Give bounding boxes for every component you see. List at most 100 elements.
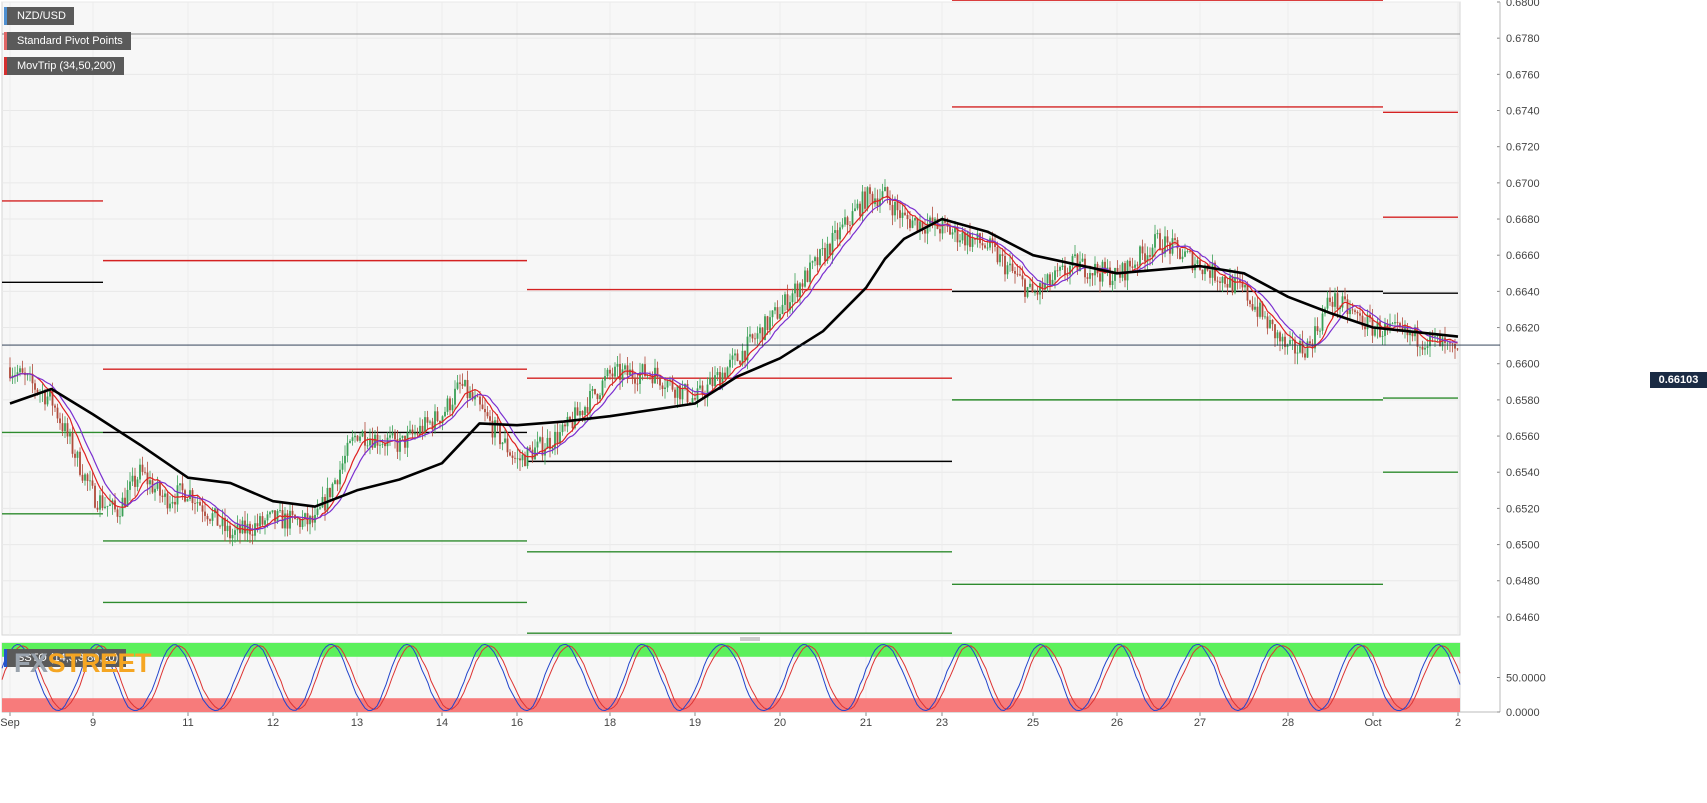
legend-stoch[interactable]: SSTO (14,3,3,80,20) [4, 649, 127, 667]
candle-body [476, 396, 479, 398]
candle-body [46, 396, 49, 405]
candle-body [1286, 344, 1289, 348]
candle-body [211, 513, 214, 521]
main-plot-area [1, 1, 1461, 636]
candle-body [66, 423, 69, 437]
candle-body [1254, 306, 1256, 310]
candle-body [931, 217, 934, 226]
candle-body [806, 270, 809, 282]
candle-body [231, 534, 234, 539]
candle-body [659, 377, 661, 386]
candle-body [486, 412, 489, 417]
candle-body [246, 523, 249, 534]
candle-body [1261, 302, 1264, 317]
candle-body [464, 380, 466, 386]
candle-body [129, 481, 131, 490]
x-tick-label: 9 [90, 717, 96, 729]
candle-body [1146, 255, 1149, 262]
candle-body [181, 483, 184, 491]
candle-body [866, 187, 869, 209]
candle-body [1209, 270, 1211, 278]
legend-pivots[interactable]: Standard Pivot Points [4, 32, 131, 50]
candle-body [986, 247, 989, 249]
candle-body [119, 516, 121, 518]
candle-body [144, 471, 146, 473]
candle-body [174, 501, 176, 505]
candle-body [799, 283, 801, 298]
candle-body [1351, 309, 1354, 311]
candle-body [199, 502, 201, 506]
candle-body [601, 380, 604, 396]
candle-body [244, 520, 246, 534]
candle-body [1104, 261, 1106, 272]
candle-body [1296, 352, 1299, 354]
candle-body [676, 385, 679, 398]
candle-body [686, 383, 689, 403]
candle-body [1134, 264, 1136, 268]
candle-body [751, 334, 754, 339]
candle-body [856, 203, 859, 209]
candle-body [999, 254, 1001, 263]
candle-body [591, 388, 594, 391]
candle-body [49, 389, 51, 397]
legend-symbol[interactable]: NZD/USD [4, 7, 74, 25]
candle-body [821, 248, 824, 250]
candle-body [966, 232, 969, 246]
candle-body [216, 508, 219, 526]
stoch-lower-band [2, 698, 1460, 712]
candle-body [471, 392, 474, 400]
candle-body [854, 208, 856, 212]
candle-body [209, 519, 211, 521]
candle-body [489, 416, 491, 421]
candle-body [969, 232, 971, 247]
candle-body [1139, 246, 1141, 266]
candle-body [521, 454, 524, 461]
y-tick-label: 0.6760 [1506, 69, 1540, 81]
candle-body [14, 374, 16, 376]
candle-body [184, 490, 186, 502]
candle-body [951, 232, 954, 235]
candle-body [449, 398, 451, 411]
candle-body [1241, 281, 1244, 288]
candle-body [721, 372, 724, 386]
candle-body [1001, 254, 1004, 257]
candle-body [1401, 326, 1404, 331]
candle-body [1374, 329, 1376, 336]
candle-body [1316, 326, 1319, 332]
candle-body [834, 230, 836, 233]
y-tick-label: 0.6560 [1506, 431, 1540, 443]
legend-ma[interactable]: MovTrip (34,50,200) [4, 57, 124, 75]
candle-body [1341, 296, 1344, 308]
candle-body [1216, 280, 1219, 282]
candle-body [159, 481, 161, 496]
candle-body [401, 435, 404, 438]
candle-body [281, 510, 284, 529]
x-tick-label: 20 [774, 717, 786, 729]
candle-body [746, 336, 749, 361]
candle-body [1266, 316, 1269, 329]
candle-body [251, 534, 254, 536]
candle-body [64, 423, 66, 432]
candle-body [1014, 270, 1016, 274]
candle-body [1299, 340, 1301, 353]
candle-body [1119, 272, 1121, 278]
candle-body [509, 452, 511, 456]
candle-body [284, 513, 286, 529]
y-tick-label: 0.6700 [1506, 178, 1540, 190]
candle-body [694, 398, 696, 400]
candle-body [206, 515, 209, 520]
candle-body [816, 257, 819, 266]
candle-body [516, 458, 519, 460]
candle-body [91, 480, 94, 486]
candle-body [1041, 283, 1044, 290]
candle-body [354, 435, 356, 438]
candle-body [829, 243, 831, 255]
candle-body [1111, 280, 1114, 286]
candle-body [44, 391, 46, 405]
candle-body [469, 392, 471, 399]
candle-body [81, 474, 84, 481]
candle-body [1314, 326, 1316, 349]
candle-body [356, 435, 359, 441]
candle-body [316, 508, 319, 515]
